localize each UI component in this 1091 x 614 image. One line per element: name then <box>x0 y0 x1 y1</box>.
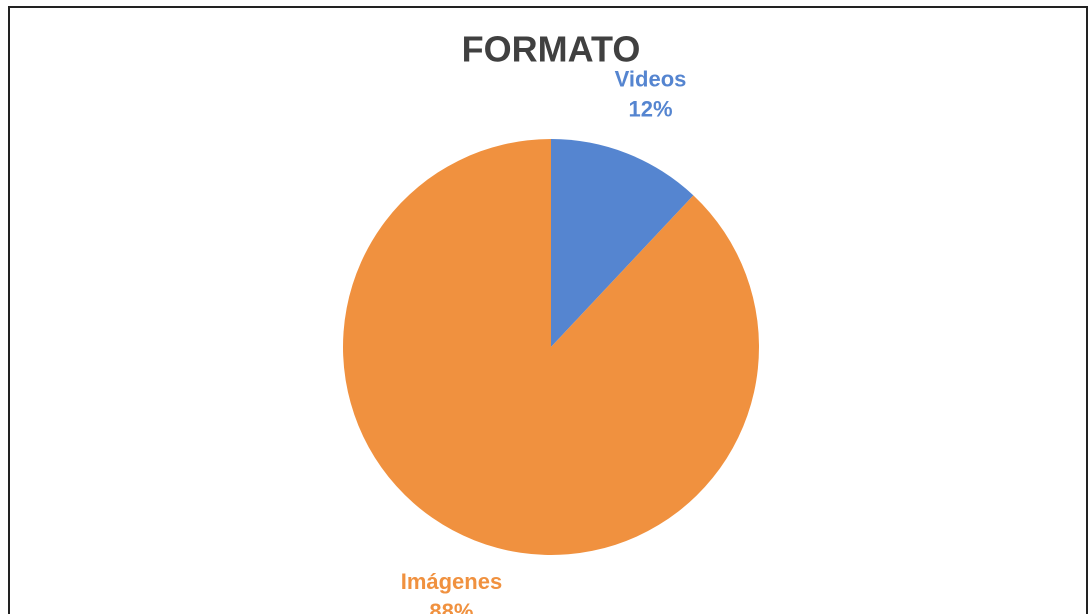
pie-slice <box>551 139 694 347</box>
chart-title: FORMATO <box>462 29 641 70</box>
pie-slice <box>343 139 760 555</box>
slice-label: Imágenes <box>401 569 503 594</box>
slice-label: Videos <box>615 66 687 91</box>
value-label: 12% <box>629 96 673 121</box>
frame <box>8 6 1088 614</box>
value-label: 88% <box>429 599 473 614</box>
